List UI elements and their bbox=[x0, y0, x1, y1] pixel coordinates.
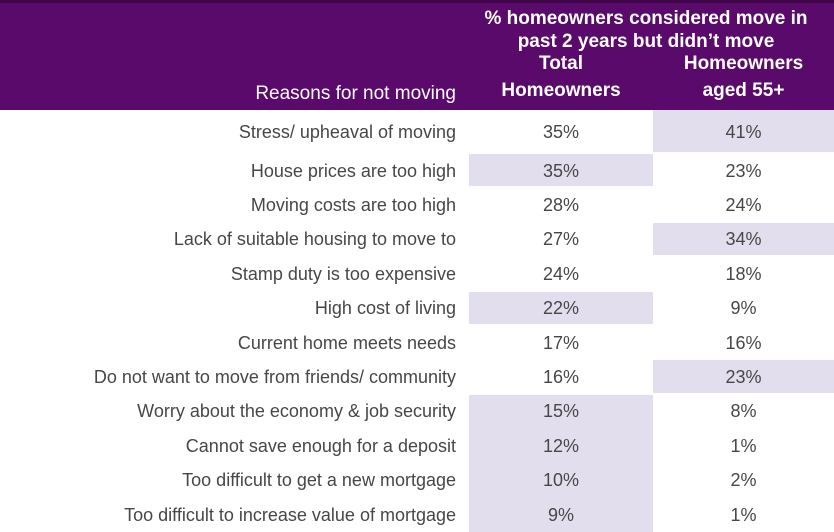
total-homeowners-value: 10% bbox=[469, 463, 653, 498]
aged55-value: 24% bbox=[725, 195, 762, 216]
table-body: Stress/ upheaval of moving 35% 41% House pr… bbox=[0, 110, 834, 532]
total-homeowners-value: 9% bbox=[469, 497, 653, 532]
reason-label: Do not want to move from friends/ commun… bbox=[93, 367, 456, 388]
total-homeowners-value: 22% bbox=[469, 291, 653, 326]
aged55-value: 1% bbox=[730, 435, 757, 456]
reason-label: Moving costs are too high bbox=[250, 195, 456, 216]
aged55-value: 1% bbox=[730, 504, 757, 525]
reason-label: Worry about the economy & job security bbox=[137, 401, 456, 422]
column-header-total-line2: Homeowners bbox=[501, 80, 621, 101]
total-homeowners-value: 28% bbox=[542, 195, 580, 216]
reason-label: Lack of suitable housing to move to bbox=[173, 229, 456, 250]
table-row: Do not want to move from friends/ commun… bbox=[0, 360, 834, 395]
table-row: Lack of suitable housing to move to 27% 34… bbox=[0, 222, 834, 258]
reason-label: Too difficult to get a new mortgage bbox=[182, 470, 456, 491]
reason-label: Cannot save enough for a deposit bbox=[185, 435, 456, 456]
column-header-aged55: Homeowners aged 55+ bbox=[653, 50, 834, 104]
aged55-value: 23% bbox=[725, 160, 762, 181]
table-row: Moving costs are too high 28% 24% bbox=[0, 188, 834, 222]
column-header-aged55-line2: aged 55+ bbox=[702, 80, 785, 101]
table-row: Too difficult to increase value of mortg… bbox=[0, 497, 834, 532]
reason-label: Stamp duty is too expensive bbox=[230, 263, 456, 284]
aged55-value: 23% bbox=[653, 360, 834, 395]
column-header-aged55-line1: Homeowners bbox=[683, 53, 804, 74]
column-header-reasons: Reasons for not moving bbox=[255, 83, 456, 104]
aged55-value: 16% bbox=[725, 332, 762, 353]
column-header-total-homeowners: Total Homeowners bbox=[469, 50, 653, 104]
aged55-value: 9% bbox=[730, 298, 757, 319]
table-header: % homeowners considered move in past 2 y… bbox=[0, 0, 834, 110]
total-homeowners-value: 35% bbox=[469, 154, 653, 189]
table-title: % homeowners considered move in past 2 y… bbox=[460, 7, 832, 53]
table-row: Stamp duty is too expensive 24% 18% bbox=[0, 257, 834, 291]
table-row: House prices are too high 35% 23% bbox=[0, 154, 834, 189]
total-homeowners-value: 16% bbox=[542, 367, 580, 388]
reason-label: Too difficult to increase value of mortg… bbox=[124, 504, 456, 525]
total-homeowners-value: 12% bbox=[469, 429, 653, 464]
table-row: Stress/ upheaval of moving 35% 41% bbox=[0, 110, 834, 154]
table-row: Cannot save enough for a deposit 12% 1% bbox=[0, 429, 834, 464]
total-homeowners-value: 17% bbox=[542, 332, 580, 353]
total-homeowners-value: 35% bbox=[542, 121, 580, 142]
total-homeowners-value: 27% bbox=[542, 229, 580, 250]
total-homeowners-value: 15% bbox=[469, 394, 653, 430]
table-row: Worry about the economy & job security 15… bbox=[0, 394, 834, 430]
table-title-line2: past 2 years but didn’t move bbox=[517, 31, 775, 52]
aged55-value: 41% bbox=[653, 110, 834, 154]
total-homeowners-value: 24% bbox=[542, 263, 580, 284]
aged55-value: 18% bbox=[725, 263, 762, 284]
aged55-value: 2% bbox=[730, 470, 757, 491]
table-row: Current home meets needs 17% 16% bbox=[0, 326, 834, 360]
reason-label: House prices are too high bbox=[250, 160, 456, 181]
table-title-line1: % homeowners considered move in bbox=[484, 8, 808, 29]
reason-label: High cost of living bbox=[314, 298, 456, 319]
table-row: High cost of living 22% 9% bbox=[0, 291, 834, 326]
reason-label: Current home meets needs bbox=[237, 332, 456, 353]
reason-label: Stress/ upheaval of moving bbox=[238, 121, 456, 142]
table-row: Too difficult to get a new mortgage 10% 2% bbox=[0, 463, 834, 498]
aged55-value: 34% bbox=[653, 222, 834, 258]
aged55-value: 8% bbox=[730, 401, 757, 422]
column-header-total-line1: Total bbox=[539, 53, 583, 74]
